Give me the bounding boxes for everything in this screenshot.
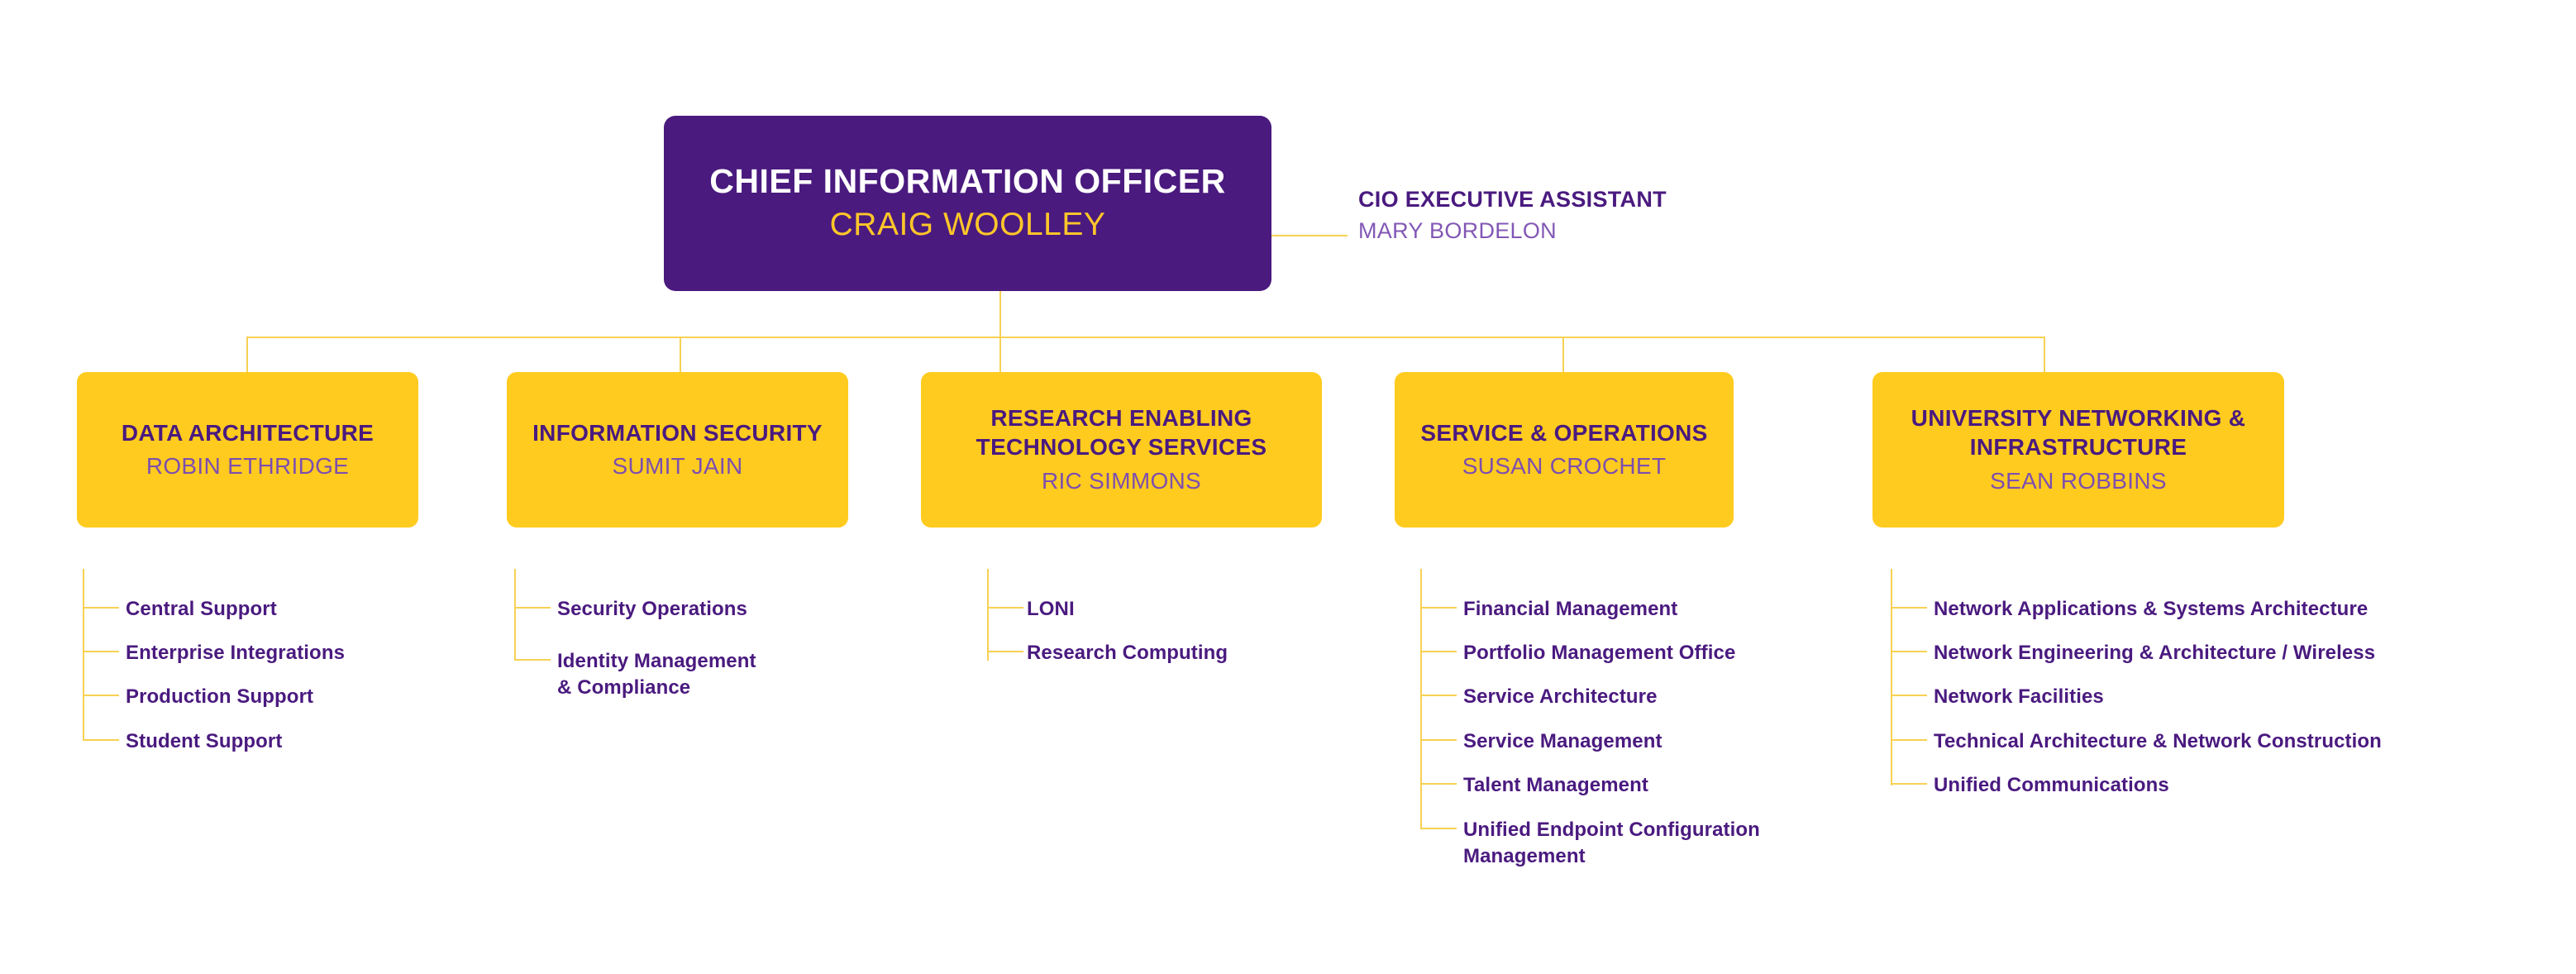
cio-name: CRAIG WOOLLEY — [829, 207, 1106, 243]
department-title: UNIVERSITY NETWORKING & INFRASTRUCTURE — [1911, 405, 2246, 460]
node-university-networking-infrastructure[interactable]: UNIVERSITY NETWORKING & INFRASTRUCTURE S… — [1872, 372, 2284, 528]
list-item[interactable]: Production Support — [126, 685, 314, 708]
list-item[interactable]: Financial Management — [1463, 598, 1678, 620]
department-bus-line — [246, 337, 2045, 338]
list-item[interactable]: Network Applications & Systems Architect… — [1934, 598, 2368, 620]
subtree-tick — [1420, 783, 1457, 785]
drop-line-research-enabling — [999, 337, 1001, 372]
subtree-tick — [1891, 739, 1927, 741]
list-item[interactable]: Research Computing — [1027, 642, 1228, 664]
assistant-name: MARY BORDELON — [1358, 217, 1557, 243]
list-item[interactable]: Portfolio Management Office — [1463, 642, 1736, 664]
node-cio-executive-assistant[interactable]: CIO EXECUTIVE ASSISTANT MARY BORDELON — [1358, 186, 1788, 246]
subtree-tick — [1420, 739, 1457, 741]
node-research-enabling-technology-services[interactable]: RESEARCH ENABLING TECHNOLOGY SERVICES RI… — [921, 372, 1322, 528]
subtree-spine-data-architecture — [83, 569, 84, 741]
subtree-tick — [987, 651, 1023, 652]
subtree-tick — [514, 607, 551, 609]
subtree-tick — [987, 607, 1023, 609]
list-item[interactable]: Technical Architecture & Network Constru… — [1934, 730, 2382, 752]
subtree-tick — [83, 739, 119, 741]
department-lead-name: RIC SIMMONS — [1041, 467, 1202, 494]
list-item[interactable]: Talent Management — [1463, 774, 1648, 796]
department-lead-name: SUSAN CROCHET — [1462, 453, 1667, 480]
subtree-tick — [83, 607, 119, 609]
subtree-tick — [1420, 607, 1457, 609]
subtree-tick — [83, 651, 119, 652]
list-item[interactable]: Unified Communications — [1934, 774, 2169, 796]
drop-line-service-operations — [1562, 337, 1564, 372]
node-chief-information-officer[interactable]: CHIEF INFORMATION OFFICER CRAIG WOOLLEY — [664, 116, 1271, 291]
subtree-spine-service-operations — [1420, 569, 1422, 829]
node-service-operations[interactable]: SERVICE & OPERATIONS SUSAN CROCHET — [1395, 372, 1734, 528]
cio-trunk-line — [999, 291, 1001, 338]
list-item[interactable]: Enterprise Integrations — [126, 642, 346, 664]
list-item[interactable]: Central Support — [126, 598, 277, 620]
assistant-title: CIO EXECUTIVE ASSISTANT — [1358, 187, 1667, 212]
department-title: INFORMATION SECURITY — [532, 419, 823, 446]
subtree-spine-information-security — [514, 569, 516, 661]
list-item[interactable]: Student Support — [126, 730, 283, 752]
department-lead-name: SUMIT JAIN — [612, 453, 743, 480]
list-item[interactable]: LONI — [1027, 598, 1075, 620]
list-item[interactable]: Service Management — [1463, 730, 1662, 752]
drop-line-data-architecture — [246, 337, 248, 372]
subtree-tick — [1420, 695, 1457, 696]
list-item[interactable]: Security Operations — [557, 598, 747, 620]
subtree-tick — [1891, 651, 1927, 652]
subtree-spine-research-enabling — [987, 569, 989, 661]
assistant-connector-line — [1271, 235, 1348, 236]
subtree-tick — [83, 695, 119, 696]
node-information-security[interactable]: INFORMATION SECURITY SUMIT JAIN — [507, 372, 848, 528]
list-item[interactable]: Unified Endpoint Configuration Managemen… — [1463, 819, 1760, 867]
department-title: RESEARCH ENABLING TECHNOLOGY SERVICES — [976, 405, 1267, 460]
department-lead-name: ROBIN ETHRIDGE — [145, 453, 350, 480]
subtree-tick — [1891, 783, 1927, 785]
drop-line-information-security — [680, 337, 681, 372]
list-item[interactable]: Identity Management & Compliance — [557, 650, 756, 699]
subtree-tick — [1891, 607, 1927, 609]
department-title: SERVICE & OPERATIONS — [1420, 419, 1708, 446]
subtree-spine-university-networking — [1891, 569, 1892, 785]
node-data-architecture[interactable]: DATA ARCHITECTURE ROBIN ETHRIDGE — [77, 372, 418, 528]
subtree-tick — [1891, 695, 1927, 696]
department-title: DATA ARCHITECTURE — [121, 419, 374, 446]
list-item[interactable]: Network Engineering & Architecture / Wir… — [1934, 642, 2376, 664]
subtree-tick — [1420, 651, 1457, 652]
subtree-tick — [514, 659, 551, 661]
department-lead-name: SEAN ROBBINS — [1990, 467, 2167, 494]
cio-title: CHIEF INFORMATION OFFICER — [709, 162, 1226, 201]
subtree-tick — [1420, 828, 1457, 829]
list-item[interactable]: Network Facilities — [1934, 685, 2104, 708]
list-item[interactable]: Service Architecture — [1463, 685, 1658, 708]
drop-line-university-networking — [2044, 337, 2045, 372]
